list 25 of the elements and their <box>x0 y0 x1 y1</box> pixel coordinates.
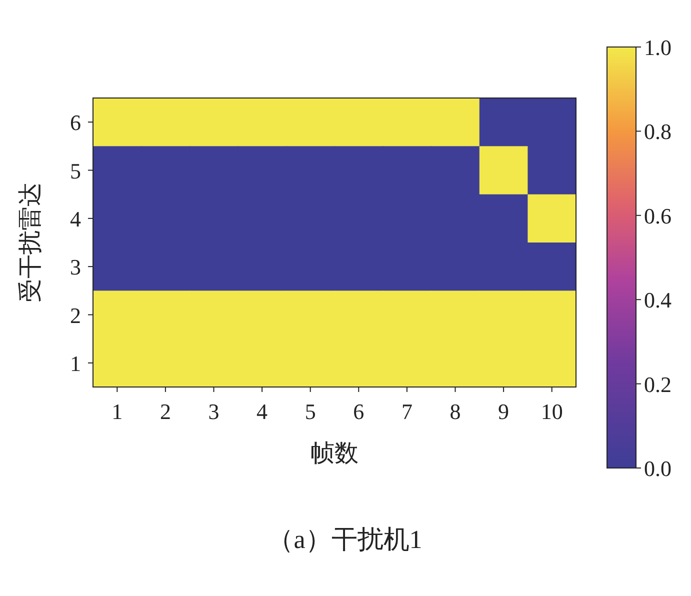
x-tick-label: 4 <box>256 399 268 424</box>
x-tick-label: 9 <box>498 399 510 424</box>
y-axis-title: 受干扰雷达 <box>18 182 44 302</box>
color-bar-label: 0.4 <box>644 288 672 313</box>
x-tick-label: 7 <box>401 399 412 424</box>
y-tick-label: 3 <box>70 254 81 280</box>
y-tick-label: 5 <box>70 158 81 184</box>
color-bar-label: 0.2 <box>644 372 672 397</box>
x-tick-label: 6 <box>353 399 364 424</box>
color-bar-label: 0.0 <box>644 456 672 481</box>
y-tick-label: 6 <box>70 110 81 136</box>
x-tick-label: 8 <box>450 399 461 424</box>
color-bar-label: 0.8 <box>644 119 672 144</box>
y-tick-label: 4 <box>70 206 81 232</box>
color-bar-label: 0.6 <box>644 203 672 228</box>
y-tick-label: 2 <box>70 302 81 328</box>
x-tick-label: 10 <box>540 399 563 424</box>
color-bar-label: 1.0 <box>644 35 672 60</box>
x-tick-label: 2 <box>160 399 171 424</box>
x-axis-title: 帧数 <box>310 441 358 467</box>
x-tick-label: 5 <box>304 399 316 424</box>
text: （a）干扰机1 <box>268 525 422 554</box>
y-tick-label: 1 <box>70 350 81 376</box>
x-tick-label: 3 <box>208 399 220 424</box>
x-tick-label: 1 <box>112 399 123 424</box>
